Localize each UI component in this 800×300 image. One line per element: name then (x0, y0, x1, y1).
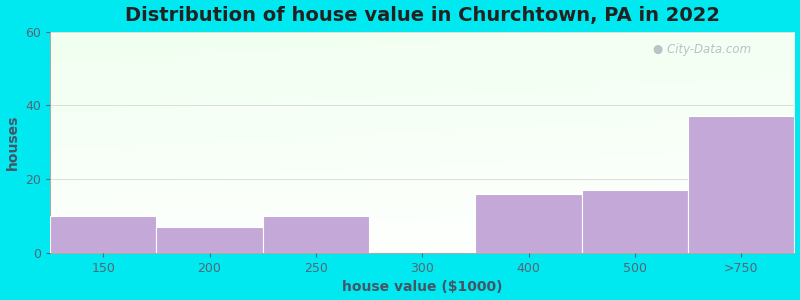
Y-axis label: houses: houses (6, 115, 19, 170)
Bar (475, 194, 582, 253)
Bar (262, 216, 369, 253)
Title: Distribution of house value in Churchtown, PA in 2022: Distribution of house value in Churchtow… (125, 6, 720, 25)
X-axis label: house value ($1000): house value ($1000) (342, 280, 502, 294)
Bar (50, 216, 156, 253)
Text: ● City-Data.com: ● City-Data.com (653, 43, 751, 56)
Bar (582, 190, 688, 253)
Bar (688, 116, 794, 253)
Bar (156, 227, 262, 253)
